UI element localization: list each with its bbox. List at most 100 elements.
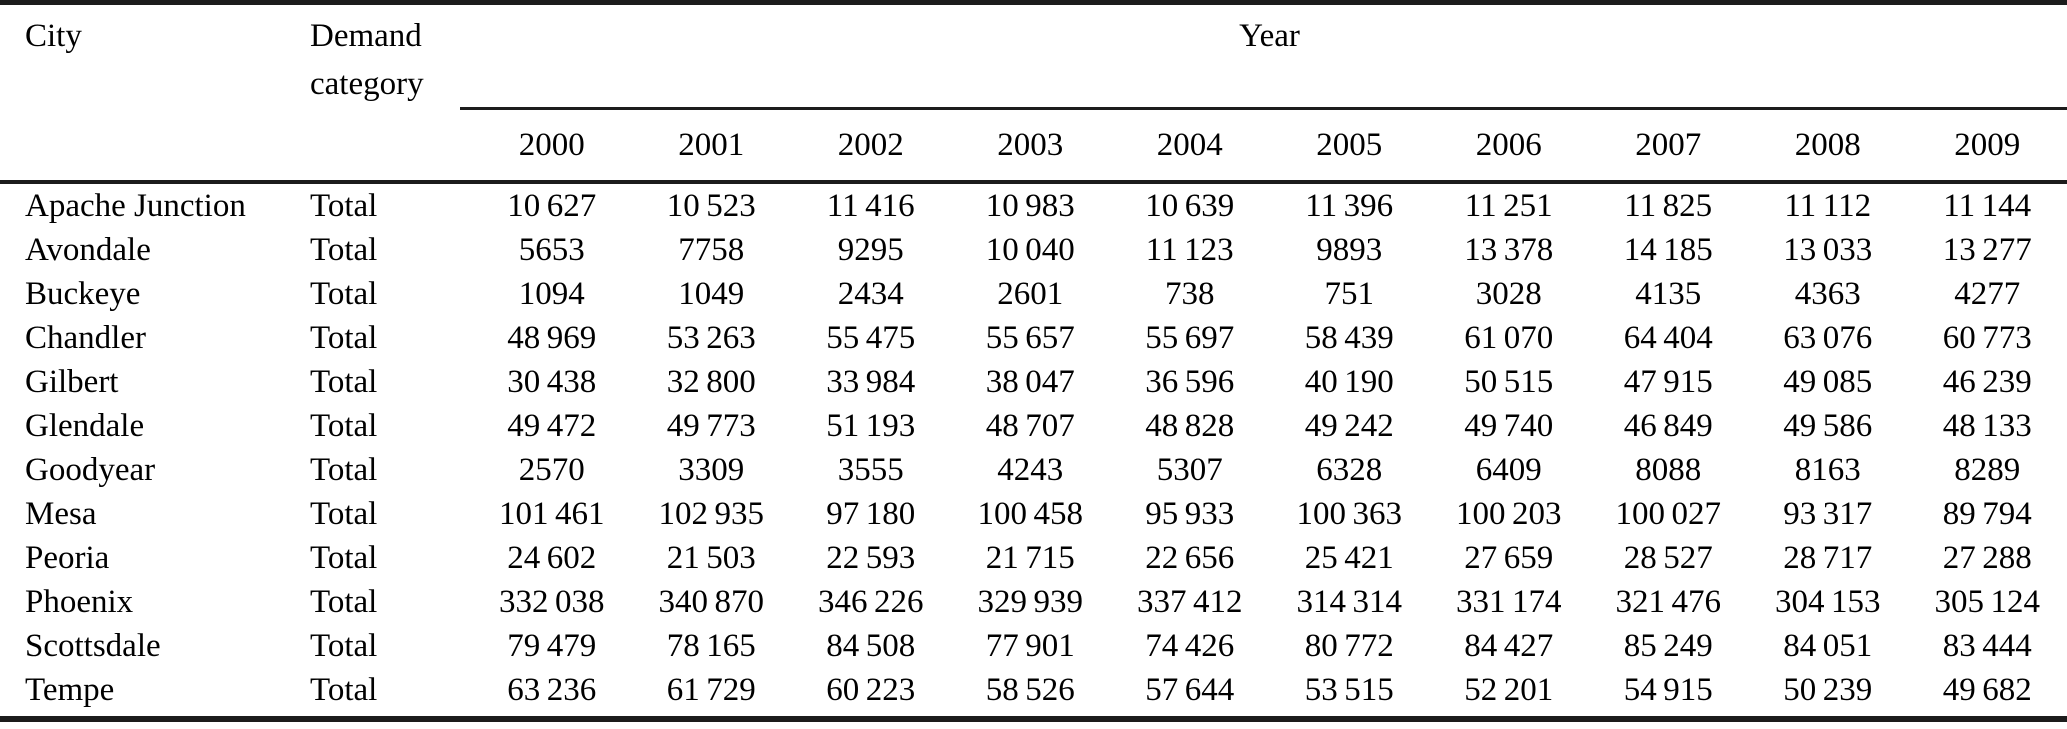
value-cell: 49 740 bbox=[1464, 407, 1554, 444]
value-cell: 49 682 bbox=[1942, 671, 2032, 708]
value-cell: 74 426 bbox=[1145, 627, 1235, 664]
value-cell: 101 461 bbox=[498, 495, 605, 532]
value-cell: 22 656 bbox=[1145, 539, 1235, 576]
value-cell: 48 707 bbox=[985, 407, 1075, 444]
value-cell: 89 794 bbox=[1942, 495, 2032, 532]
value-cell: 24 602 bbox=[507, 539, 597, 576]
value-cell: 30 438 bbox=[507, 363, 597, 400]
value-cell: 340 870 bbox=[658, 583, 765, 620]
value-cell: 97 180 bbox=[826, 495, 916, 532]
demand-category-cell: Total bbox=[310, 539, 378, 576]
value-cell: 83 444 bbox=[1942, 627, 2032, 664]
value-cell: 50 239 bbox=[1783, 671, 1873, 708]
value-cell: 58 439 bbox=[1304, 319, 1394, 356]
value-cell: 5307 bbox=[1156, 451, 1223, 488]
value-cell: 27 288 bbox=[1942, 539, 2032, 576]
value-cell: 1094 bbox=[518, 275, 585, 312]
value-cell: 5653 bbox=[518, 231, 585, 268]
city-cell: Buckeye bbox=[25, 275, 141, 312]
city-cell: Phoenix bbox=[25, 583, 134, 620]
table-row: Scottsdale Total 79 479 78 165 84 508 77 90… bbox=[0, 624, 2067, 668]
value-cell: 100 458 bbox=[977, 495, 1084, 532]
value-cell: 6328 bbox=[1316, 451, 1383, 488]
year-column-header: 2003 bbox=[997, 126, 1064, 163]
value-cell: 9893 bbox=[1316, 231, 1383, 268]
value-cell: 79 479 bbox=[507, 627, 597, 664]
table-row: Apache Junction Total 10 627 10 523 11 416… bbox=[0, 184, 2067, 228]
demand-category-cell: Total bbox=[310, 275, 378, 312]
value-cell: 33 984 bbox=[826, 363, 916, 400]
value-cell: 738 bbox=[1165, 275, 1215, 312]
value-cell: 60 223 bbox=[826, 671, 916, 708]
table-bottom-rule bbox=[0, 716, 2067, 722]
table-row: Gilbert Total 30 438 32 800 33 984 38 047 36… bbox=[0, 360, 2067, 404]
value-cell: 84 508 bbox=[826, 627, 916, 664]
value-cell: 100 363 bbox=[1296, 495, 1403, 532]
value-cell: 49 085 bbox=[1783, 363, 1873, 400]
value-cell: 21 503 bbox=[666, 539, 756, 576]
value-cell: 49 242 bbox=[1304, 407, 1394, 444]
table-row: Phoenix Total 332 038 340 870 346 226 329 9… bbox=[0, 580, 2067, 624]
value-cell: 8163 bbox=[1794, 451, 1861, 488]
value-cell: 1049 bbox=[678, 275, 745, 312]
value-cell: 11 112 bbox=[1784, 187, 1872, 224]
demand-category-cell: Total bbox=[310, 451, 378, 488]
value-cell: 55 657 bbox=[985, 319, 1075, 356]
value-cell: 36 596 bbox=[1145, 363, 1235, 400]
value-cell: 47 915 bbox=[1623, 363, 1713, 400]
demand-category-cell: Total bbox=[310, 671, 378, 708]
table-body: Apache Junction Total 10 627 10 523 11 416… bbox=[0, 184, 2067, 712]
value-cell: 53 263 bbox=[666, 319, 756, 356]
value-cell: 80 772 bbox=[1304, 627, 1394, 664]
value-cell: 4363 bbox=[1794, 275, 1861, 312]
city-column-header: City bbox=[25, 18, 82, 54]
value-cell: 28 717 bbox=[1783, 539, 1873, 576]
value-cell: 21 715 bbox=[985, 539, 1075, 576]
value-cell: 38 047 bbox=[985, 363, 1075, 400]
table-row: Peoria Total 24 602 21 503 22 593 21 715 22 … bbox=[0, 536, 2067, 580]
value-cell: 3028 bbox=[1475, 275, 1542, 312]
value-cell: 11 144 bbox=[1943, 187, 2032, 224]
year-span-rule bbox=[460, 107, 2067, 110]
value-cell: 25 421 bbox=[1304, 539, 1394, 576]
city-cell: Glendale bbox=[25, 407, 145, 444]
value-cell: 95 933 bbox=[1145, 495, 1235, 532]
city-cell: Tempe bbox=[25, 671, 115, 708]
value-cell: 6409 bbox=[1475, 451, 1542, 488]
value-cell: 48 828 bbox=[1145, 407, 1235, 444]
value-cell: 27 659 bbox=[1464, 539, 1554, 576]
value-cell: 305 124 bbox=[1934, 583, 2041, 620]
table-row: Glendale Total 49 472 49 773 51 193 48 707 4… bbox=[0, 404, 2067, 448]
table-row: Chandler Total 48 969 53 263 55 475 55 657 5… bbox=[0, 316, 2067, 360]
value-cell: 314 314 bbox=[1296, 583, 1403, 620]
value-cell: 57 644 bbox=[1145, 671, 1235, 708]
table-top-rule bbox=[0, 0, 2067, 5]
value-cell: 8289 bbox=[1954, 451, 2021, 488]
value-cell: 2434 bbox=[837, 275, 904, 312]
value-cell: 13 378 bbox=[1464, 231, 1554, 268]
city-cell: Gilbert bbox=[25, 363, 119, 400]
value-cell: 63 076 bbox=[1783, 319, 1873, 356]
value-cell: 331 174 bbox=[1455, 583, 1562, 620]
value-cell: 321 476 bbox=[1615, 583, 1722, 620]
table-header: City Demand category Year bbox=[0, 5, 2067, 107]
header-body-rule bbox=[0, 180, 2067, 184]
value-cell: 78 165 bbox=[666, 627, 756, 664]
city-cell: Avondale bbox=[25, 231, 151, 268]
year-column-header: 2000 bbox=[518, 126, 585, 163]
year-group-header: Year bbox=[1239, 18, 1300, 54]
value-cell: 4243 bbox=[997, 451, 1064, 488]
city-cell: Goodyear bbox=[25, 451, 156, 488]
city-cell: Chandler bbox=[25, 319, 146, 356]
value-cell: 13 277 bbox=[1942, 231, 2032, 268]
value-cell: 11 396 bbox=[1305, 187, 1394, 224]
value-cell: 58 526 bbox=[985, 671, 1075, 708]
value-cell: 93 317 bbox=[1783, 495, 1873, 532]
value-cell: 49 773 bbox=[666, 407, 756, 444]
year-column-header: 2008 bbox=[1794, 126, 1861, 163]
value-cell: 332 038 bbox=[498, 583, 605, 620]
value-cell: 49 586 bbox=[1783, 407, 1873, 444]
demand-category-cell: Total bbox=[310, 627, 378, 664]
city-cell: Apache Junction bbox=[25, 187, 246, 224]
value-cell: 61 070 bbox=[1464, 319, 1554, 356]
